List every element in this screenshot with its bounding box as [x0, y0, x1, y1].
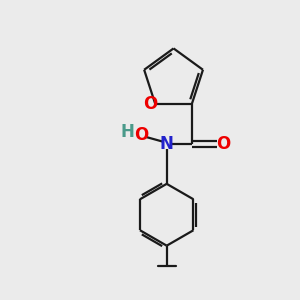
Text: N: N	[160, 135, 174, 153]
Text: O: O	[216, 135, 230, 153]
Text: H: H	[120, 123, 134, 141]
Text: O: O	[143, 95, 157, 113]
Text: O: O	[134, 126, 149, 144]
